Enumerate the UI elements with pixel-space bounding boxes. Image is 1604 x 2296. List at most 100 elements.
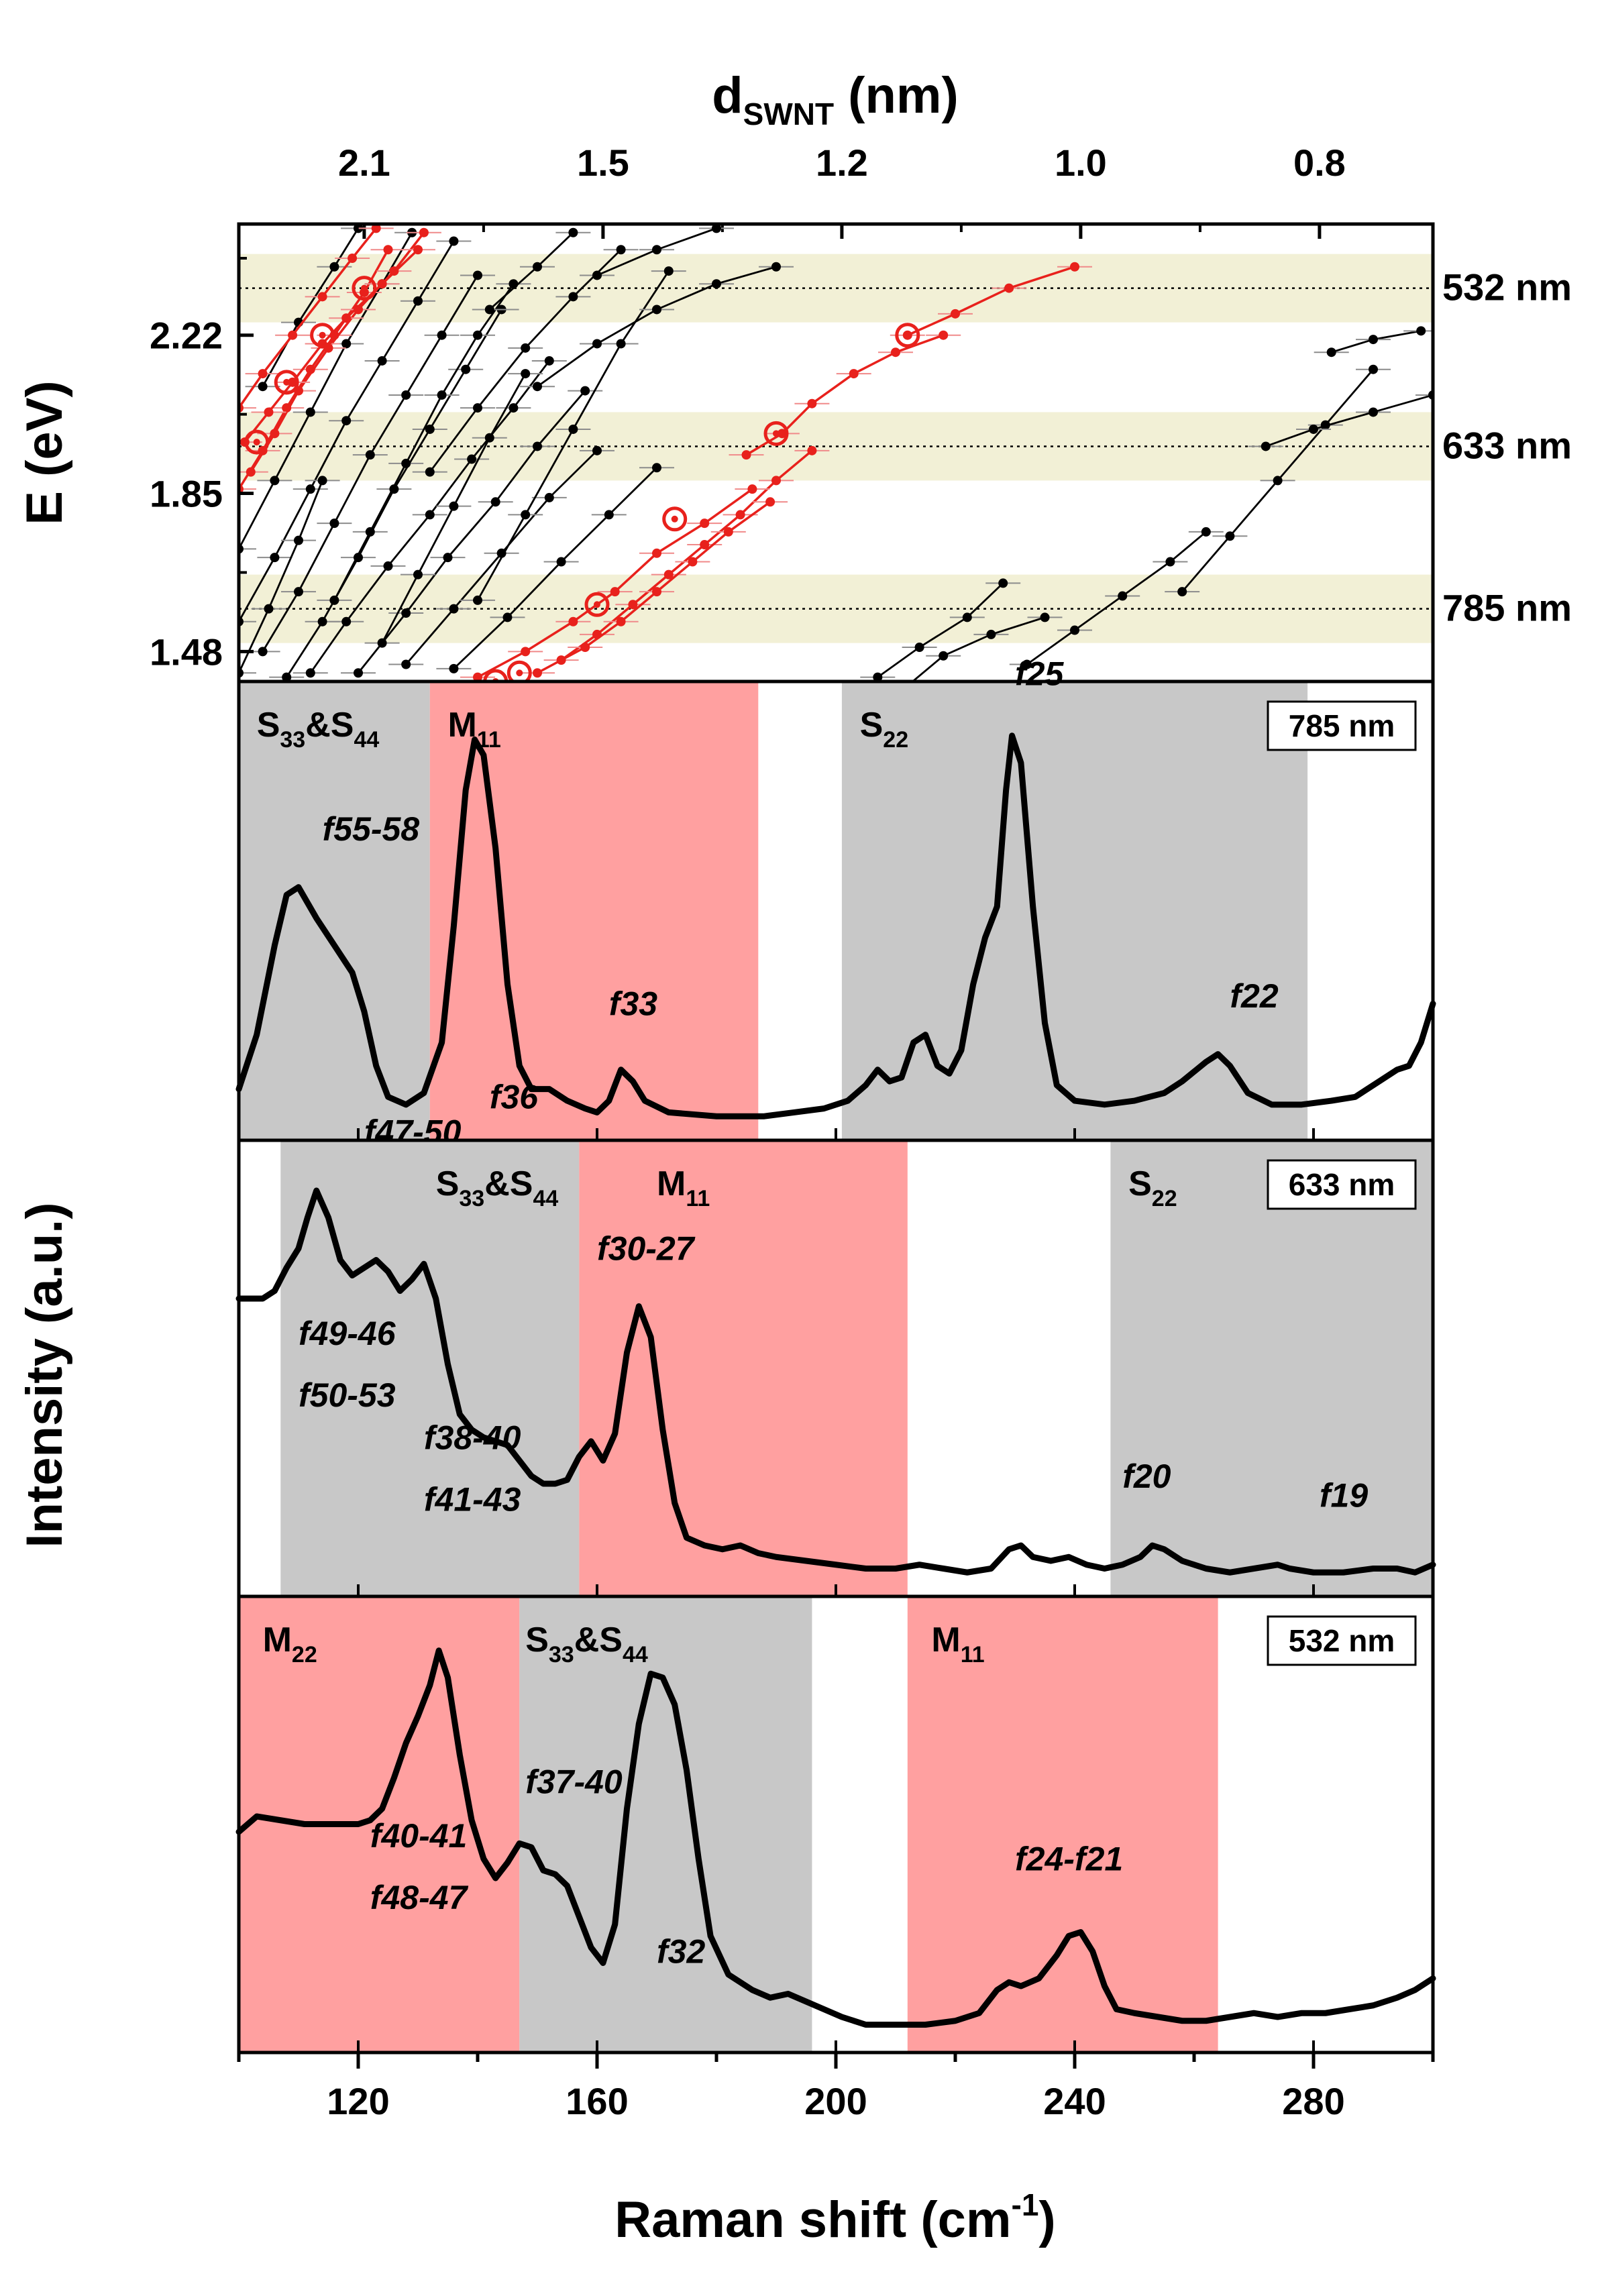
bottom-axis-title-main: Raman shift (cm xyxy=(614,2191,1011,2248)
panel-0-peak-label-5: f22 xyxy=(1230,977,1278,1015)
panel-2-laser-box: 532 nm xyxy=(1267,1615,1417,1666)
red-branch-7-point-4 xyxy=(341,313,352,323)
panel-0-laser-box-label: 785 nm xyxy=(1289,708,1395,743)
red-branch-4-point-0 xyxy=(473,672,482,681)
black-branch-12-point-3 xyxy=(712,279,721,289)
black-branch-10-point-1 xyxy=(521,510,531,520)
bottom-tick-label-3: 240 xyxy=(1043,2080,1106,2122)
panel-1-region-label-0: S33&S44 xyxy=(436,1164,559,1211)
panel-0-peak-label-3: f33 xyxy=(609,985,657,1023)
black-branch-13-point-5 xyxy=(413,296,423,306)
top-tick-label-3: 1.0 xyxy=(1055,142,1107,184)
black-branch-10-point-4 xyxy=(663,266,674,276)
black-branch-20-point-0 xyxy=(329,595,339,605)
spectrum-panel-633: S33&S44 M11 S22 f49-46 f50-53 f38-40 f41-43 f30… xyxy=(235,1138,1436,1598)
red-branch-4-point-6 xyxy=(747,484,757,494)
top-tick-label-2: 1.2 xyxy=(816,142,868,184)
black-branch-14-point-5 xyxy=(437,330,447,340)
black-branch-4-point-1 xyxy=(1309,424,1318,434)
red-branch-2-point-7 xyxy=(807,445,817,455)
laser-line-label-1: 633 nm xyxy=(1442,424,1572,466)
panel-1-laser-box-label: 633 nm xyxy=(1289,1167,1395,1202)
black-branch-14-point-2 xyxy=(329,518,339,529)
panel-1-spectrum-line xyxy=(235,1187,1436,1576)
panel-2-region-2 xyxy=(907,1596,1218,2053)
panel-1-peak-label-0: f49-46 xyxy=(299,1315,396,1352)
black-branch-2-point-0 xyxy=(873,672,883,681)
bottom-axis-title-sup: -1 xyxy=(1012,2187,1039,2222)
black-branch-13-point-3 xyxy=(341,416,352,426)
red-branch-3-point-5 xyxy=(723,527,733,537)
black-branch-19-point-0 xyxy=(377,638,387,648)
black-branch-17-point-3 xyxy=(317,476,327,486)
panel-1-region-label-1: M11 xyxy=(657,1164,710,1211)
panel-2-peak-label-2: f37-40 xyxy=(525,1763,623,1801)
panel-2-region-label-0: M22 xyxy=(263,1621,317,1668)
black-branch-14-point-1 xyxy=(294,587,303,597)
red-branch-3-point-3 xyxy=(652,587,661,597)
black-branch-1-point-0 xyxy=(1022,659,1032,669)
panel-1-peak-label-3: f41-43 xyxy=(424,1480,521,1518)
red-branch-3-point-4 xyxy=(688,557,698,567)
panel-0-peak-label-2: f36 xyxy=(490,1079,539,1116)
red-marker-dot-7 xyxy=(319,331,326,339)
black-branch-12-point-1 xyxy=(592,339,602,349)
spectrum-panel-532: M22 S33&S44 M11 f40-41 f48-47 f37-40 f32 f24-f2… xyxy=(235,1594,1436,2055)
black-branch-line-3 xyxy=(911,616,1045,681)
red-branch-7-point-1 xyxy=(264,407,274,417)
panel-1-peak-label-6: f19 xyxy=(1320,1477,1368,1515)
panel-1-region-1 xyxy=(579,1140,908,1596)
red-branch-2-point-2 xyxy=(628,600,638,610)
red-branch-line-1 xyxy=(745,334,944,456)
red-branch-2-point-3 xyxy=(663,569,674,580)
black-branch-7-point-1 xyxy=(401,608,411,618)
black-branch-3-point-2 xyxy=(986,629,996,639)
bottom-axis-title-close: ) xyxy=(1038,2191,1055,2248)
bottom-tick-label-0: 120 xyxy=(327,2080,389,2122)
laser-line-label-0: 532 nm xyxy=(1442,266,1572,309)
red-branch-6-point-0 xyxy=(246,467,256,477)
red-branch-1-point-4 xyxy=(891,347,900,358)
red-marker-dot-9 xyxy=(253,439,260,446)
panel-2-region-1 xyxy=(519,1596,812,2053)
black-branch-8-point-3 xyxy=(544,492,554,502)
panel-1-laser-box-frame xyxy=(1267,1159,1417,1210)
black-branch-line-17 xyxy=(239,480,323,673)
black-branch-6-point-4 xyxy=(467,454,477,464)
black-branch-7-point-0 xyxy=(354,668,363,678)
panel-2-peak-label-0: f40-41 xyxy=(370,1817,468,1855)
black-branch-2-point-2 xyxy=(962,612,972,622)
panel-1-peak-label-4: f30-27 xyxy=(597,1230,696,1268)
kataura-ytick-label-0: 1.48 xyxy=(150,631,223,673)
panel-2-peak-label-3: f32 xyxy=(657,1933,705,1971)
black-branch-line-2 xyxy=(877,582,1004,678)
panel-0-region-label-1: M11 xyxy=(448,706,501,753)
red-branch-3-point-6 xyxy=(765,497,776,507)
black-branch-line-20 xyxy=(333,283,515,601)
red-marker-dot-3 xyxy=(594,601,600,608)
red-marker-ring-3 xyxy=(584,592,610,617)
top-tick-label-4: 0.8 xyxy=(1293,142,1346,184)
black-branch-1-point-4 xyxy=(1201,527,1211,537)
top-axis-title-main: d xyxy=(712,67,743,124)
kataura-y-axis-title: E (eV) xyxy=(16,380,73,525)
black-branch-2-point-1 xyxy=(914,643,924,653)
black-branch-18-point-3 xyxy=(354,224,363,233)
red-branch-2-point-5 xyxy=(735,510,745,520)
red-branch-line-8 xyxy=(239,227,378,409)
red-branch-6-point-4 xyxy=(354,305,363,315)
red-branch-2-point-4 xyxy=(700,540,710,550)
black-branch-11-point-4 xyxy=(616,245,626,255)
black-branch-4-point-2 xyxy=(1369,407,1378,417)
panel-2-laser-box-label: 532 nm xyxy=(1289,1623,1395,1658)
black-branch-7-point-4 xyxy=(533,441,542,451)
red-branch-2-point-6 xyxy=(771,476,781,486)
red-marker-dot-1 xyxy=(773,430,780,437)
red-branch-8-point-2 xyxy=(288,330,298,340)
top-axis-title-unit: (nm) xyxy=(834,67,959,124)
red-marker-ring-5 xyxy=(483,669,509,681)
red-branch-line-2 xyxy=(560,449,813,661)
black-branch-15-point-4 xyxy=(425,424,435,434)
red-marker-dot-2 xyxy=(671,515,678,523)
panel-0-region-label-0: S33&S44 xyxy=(257,706,380,753)
